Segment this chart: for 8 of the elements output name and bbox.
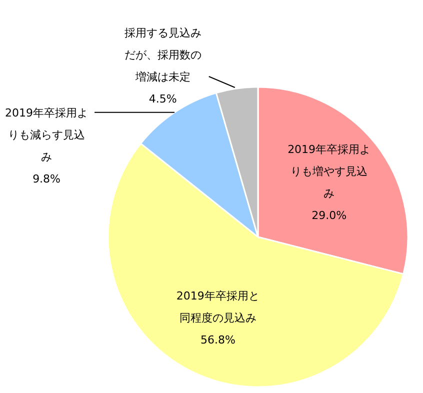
slice-label: 2019年卒採用よりも増やす見込み	[288, 142, 371, 200]
data-label: 4.5%	[148, 92, 177, 106]
data-label: 56.8%	[200, 334, 236, 347]
data-label: 9.8%	[32, 172, 61, 186]
slice-label: 2019年卒採用よりも減らす見込み	[5, 106, 88, 164]
data-label: 29.0%	[312, 208, 347, 222]
slice-label: 採用する見込みだが、採用数の増減は未定	[124, 26, 202, 84]
slice-label: 2019年卒採用と同程度の見込み	[176, 290, 260, 325]
